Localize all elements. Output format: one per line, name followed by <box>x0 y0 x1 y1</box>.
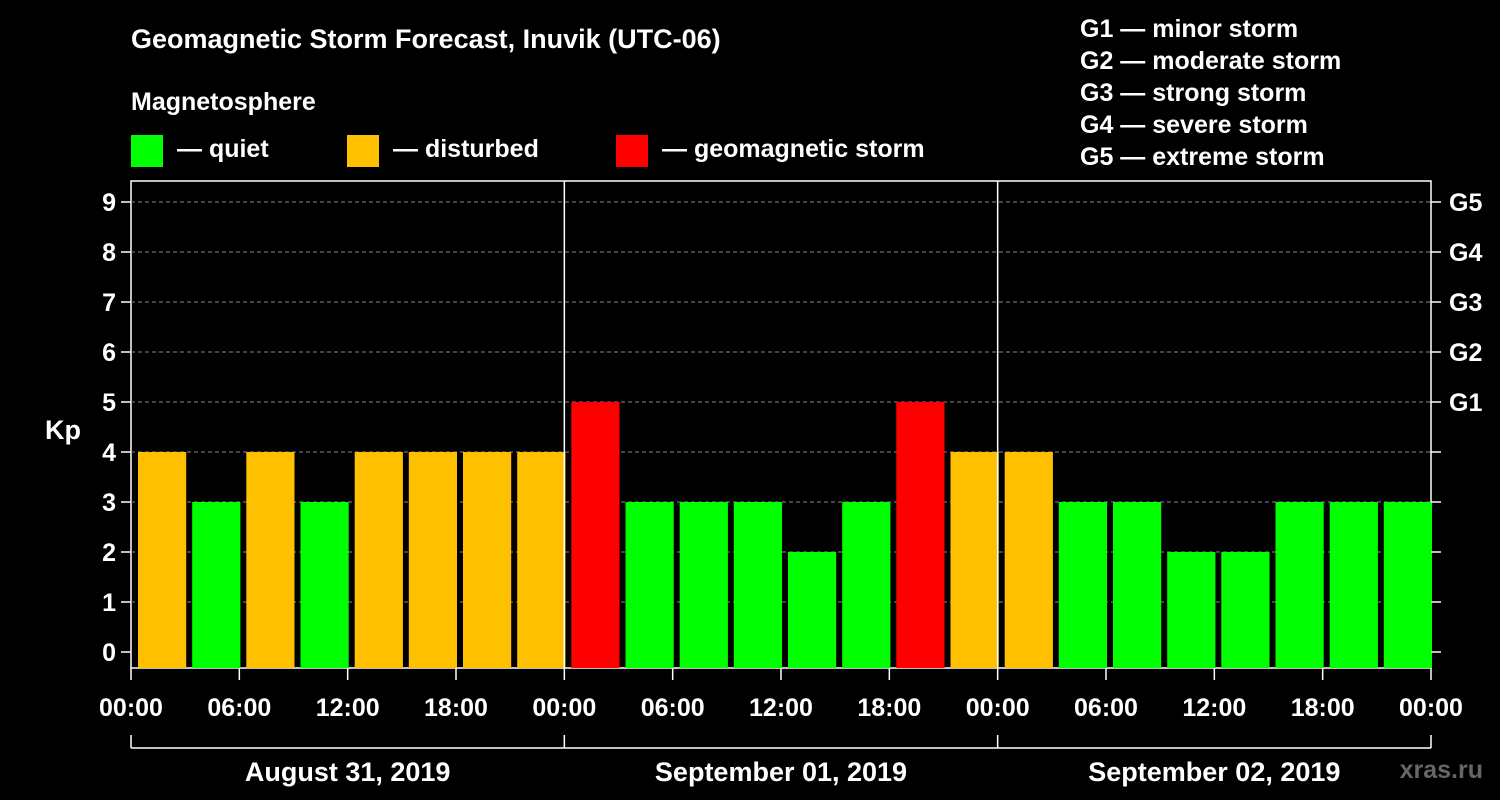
x-tick-label: 00:00 <box>966 694 1030 722</box>
storm-level-label: G4 <box>1449 239 1482 267</box>
y-tick-label: 0 <box>102 639 116 667</box>
y-tick-label: 8 <box>102 239 116 267</box>
x-tick-label: 18:00 <box>1291 694 1355 722</box>
watermark: xras.ru <box>1400 756 1483 784</box>
kp-bar <box>842 502 891 668</box>
legend-label-quiet: — quiet <box>177 135 269 163</box>
kp-bar <box>246 452 295 668</box>
legend-heading: Magnetosphere <box>131 88 316 116</box>
legend-label-disturbed: — disturbed <box>393 135 539 163</box>
day-label: August 31, 2019 <box>245 757 451 787</box>
y-tick-label: 4 <box>102 439 116 467</box>
x-tick-label: 06:00 <box>207 694 271 722</box>
kp-bar <box>517 452 566 668</box>
day-brackets: August 31, 2019 September 01, 2019 Septemb… <box>130 735 1432 787</box>
storm-level-label: G3 <box>1449 289 1482 317</box>
day-dividers <box>563 181 999 668</box>
y-tick-label: 3 <box>102 489 116 517</box>
kp-bar <box>679 502 728 668</box>
kp-bar <box>571 402 620 668</box>
y-axis-ticks: 0 1 2 3 4 5 6 7 8 9 <box>102 189 131 667</box>
storm-scale-g5: G5 — extreme storm <box>1080 143 1325 171</box>
legend-swatch-storm <box>616 135 648 167</box>
x-tick-label: 18:00 <box>857 694 921 722</box>
kp-bar <box>1275 502 1324 668</box>
x-axis-ticks: 00:00 06:00 12:00 18:00 00:00 06:00 12:00 18:00… <box>99 668 1463 722</box>
kp-bar <box>192 502 241 668</box>
legend-swatch-quiet <box>131 135 163 167</box>
x-tick-label: 00:00 <box>1399 694 1463 722</box>
y-axis-label: Kp <box>45 415 81 445</box>
kp-bar <box>138 452 187 668</box>
kp-bar <box>950 452 999 668</box>
chart-title: Geomagnetic Storm Forecast, Inuvik (UTC-… <box>131 24 721 54</box>
x-tick-label: 18:00 <box>424 694 488 722</box>
kp-bar <box>625 502 674 668</box>
kp-bar <box>354 452 403 668</box>
kp-bar <box>1383 502 1432 668</box>
kp-bar <box>788 552 837 668</box>
kp-bar <box>463 452 512 668</box>
kp-bar <box>1113 502 1162 668</box>
kp-bar <box>300 502 349 668</box>
y-tick-label: 5 <box>102 389 116 417</box>
storm-scale-g1: G1 — minor storm <box>1080 15 1298 43</box>
x-tick-label: 12:00 <box>749 694 813 722</box>
y-tick-label: 9 <box>102 189 116 217</box>
legend-swatch-disturbed <box>347 135 379 167</box>
x-tick-label: 06:00 <box>641 694 705 722</box>
kp-bar <box>1221 552 1270 668</box>
legend-label-storm: — geomagnetic storm <box>662 135 925 163</box>
kp-bar <box>1058 502 1107 668</box>
kp-bar <box>1167 552 1216 668</box>
storm-scale-g3: G3 — strong storm <box>1080 79 1306 107</box>
storm-level-label: G5 <box>1449 189 1482 217</box>
kp-bar <box>1004 452 1053 668</box>
kp-bar <box>733 502 782 668</box>
y-tick-label: 6 <box>102 339 116 367</box>
x-tick-label: 00:00 <box>99 694 163 722</box>
x-tick-label: 12:00 <box>1182 694 1246 722</box>
x-tick-label: 12:00 <box>316 694 380 722</box>
x-tick-label: 00:00 <box>532 694 596 722</box>
kp-bar <box>408 452 457 668</box>
storm-scale-g2: G2 — moderate storm <box>1080 47 1341 75</box>
y-tick-label: 1 <box>102 589 116 617</box>
y-tick-label: 7 <box>102 289 116 317</box>
x-tick-label: 06:00 <box>1074 694 1138 722</box>
bars <box>138 402 1432 668</box>
y-tick-label: 2 <box>102 539 116 567</box>
storm-level-label: G2 <box>1449 339 1482 367</box>
right-axis-ticks: G1 G2 G3 G4 G5 <box>1431 189 1482 653</box>
storm-level-label: G1 <box>1449 389 1482 417</box>
storm-scale-g4: G4 — severe storm <box>1080 111 1308 139</box>
kp-bar <box>1329 502 1378 668</box>
day-label: September 01, 2019 <box>655 757 907 787</box>
day-label: September 02, 2019 <box>1088 757 1340 787</box>
kp-bar <box>896 402 945 668</box>
